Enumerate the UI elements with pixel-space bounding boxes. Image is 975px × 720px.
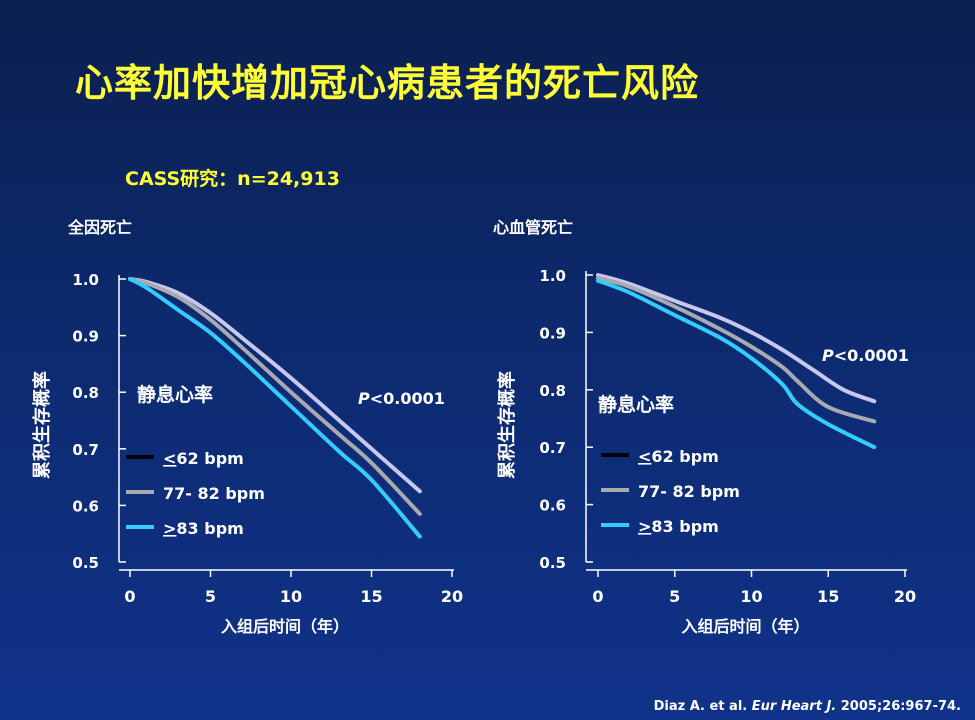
legend-value: 83 bpm	[176, 519, 243, 538]
legend-value: 62 bpm	[176, 449, 243, 468]
x-tick-label: 0	[592, 587, 603, 606]
legend-heading: 静息心率	[137, 383, 213, 406]
legend-value: 62 bpm	[651, 447, 718, 466]
x-tick-label: 20	[894, 587, 916, 606]
citation-details: 2005;26:967-74.	[840, 699, 961, 714]
y-axis-label: 累积生存概率	[496, 371, 518, 479]
study-subtitle: CASS研究：n=24,913	[125, 168, 340, 190]
legend-value: 83 bpm	[651, 517, 718, 536]
legend-value: 77- 82 bpm	[163, 484, 265, 503]
p-value-rest: <0.0001	[834, 346, 909, 365]
y-tick-label: 0.9	[539, 324, 566, 342]
x-tick-label: 15	[817, 587, 839, 606]
legend-comparator: >	[638, 517, 651, 536]
legend-value: 77- 82 bpm	[638, 482, 740, 501]
x-tick-label: 10	[740, 587, 762, 606]
p-value-annotation: P<0.0001	[358, 389, 445, 408]
legend-label-0: <62 bpm	[638, 447, 719, 466]
x-tick-label: 5	[669, 587, 680, 606]
x-tick-label: 20	[441, 587, 463, 606]
y-tick-label: 0.5	[72, 554, 99, 572]
y-tick-label: 0.8	[539, 382, 566, 400]
p-value-symbol: P	[358, 389, 370, 408]
series-line-2	[128, 277, 422, 539]
x-tick-label: 10	[280, 587, 302, 606]
legend-heading: 静息心率	[598, 393, 674, 416]
y-tick-label: 1.0	[539, 267, 566, 285]
legend-label-2: >83 bpm	[638, 517, 719, 536]
citation-authors: Diaz A. et al.	[653, 699, 748, 714]
legend-comparator: >	[163, 519, 176, 538]
legend-label-0: <62 bpm	[163, 449, 244, 468]
x-axis-label: 入组后时间（年）	[681, 617, 809, 636]
legend-comparator: <	[638, 447, 651, 466]
p-value-annotation: P<0.0001	[822, 346, 909, 365]
series-line-1	[128, 277, 422, 516]
y-tick-label: 0.6	[539, 497, 566, 515]
x-tick-label: 5	[205, 587, 216, 606]
series-line-2	[596, 278, 877, 450]
legend-label-1: 77- 82 bpm	[163, 484, 265, 503]
y-tick-label: 0.5	[539, 554, 566, 572]
y-axis-label: 累积生存概率	[31, 371, 53, 479]
y-tick-label: 0.7	[72, 441, 99, 459]
x-tick-label: 15	[360, 587, 382, 606]
legend-comparator: <	[163, 449, 176, 468]
citation: Diaz A. et al. Eur Heart J. 2005;26:967-…	[654, 699, 961, 714]
legend-label-2: >83 bpm	[163, 519, 244, 538]
panel-title: 全因死亡	[67, 218, 132, 237]
y-tick-label: 0.9	[72, 328, 99, 346]
series-line-0	[596, 273, 877, 404]
series-line-1	[596, 275, 877, 424]
y-tick-label: 0.7	[539, 439, 566, 457]
p-value-rest: <0.0001	[370, 389, 445, 408]
y-tick-label: 0.8	[72, 384, 99, 402]
x-axis-label: 入组后时间（年）	[221, 617, 349, 636]
y-tick-label: 1.0	[72, 271, 99, 289]
citation-journal: Eur Heart J.	[751, 699, 837, 714]
p-value-symbol: P	[822, 346, 834, 365]
y-tick-label: 0.6	[72, 497, 99, 515]
legend-label-1: 77- 82 bpm	[638, 482, 740, 501]
x-tick-label: 0	[124, 587, 135, 606]
panel-title: 心血管死亡	[493, 218, 573, 237]
slide-title: 心率加快增加冠心病患者的死亡风险	[75, 61, 700, 105]
